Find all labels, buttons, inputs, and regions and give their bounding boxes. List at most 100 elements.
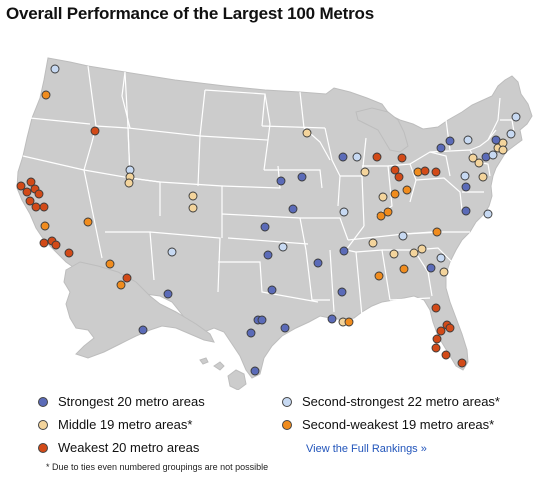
metro-marker-weakest — [39, 202, 49, 212]
metro-marker-strongest — [246, 328, 256, 338]
legend-item-middle: Middle 19 metro areas* — [38, 417, 192, 432]
legend-item-second-strongest: Second-strongest 22 metro areas* — [282, 394, 500, 409]
state-border — [124, 71, 206, 137]
metro-marker-strongest — [263, 250, 273, 260]
metro-marker-weakest — [390, 165, 400, 175]
state-border — [83, 169, 131, 179]
state-border — [500, 119, 515, 133]
metro-marker-middle — [389, 249, 399, 259]
metro-marker-weakest — [394, 172, 404, 182]
metro-marker-middle — [360, 167, 370, 177]
state-border — [29, 117, 91, 125]
metro-marker-second-strongest — [511, 112, 521, 122]
view-full-rankings-link[interactable]: View the Full Rankings » — [306, 443, 427, 455]
michigan-shape — [355, 107, 409, 153]
legend-label-weakest: Weakest 20 metro areas — [58, 440, 200, 455]
metro-marker-weakest — [122, 273, 132, 283]
metro-marker-second-strongest — [50, 64, 60, 74]
legend-swatch-second-strongest — [282, 396, 292, 407]
legend-item-weakest: Weakest 20 metro areas — [38, 440, 199, 455]
state-border — [387, 163, 417, 203]
metro-marker-strongest — [163, 289, 173, 299]
metro-marker-second-weakest — [399, 264, 409, 274]
metro-marker-middle — [474, 158, 484, 168]
state-border — [409, 151, 451, 177]
state-border — [264, 169, 323, 189]
footnote: * Due to ties even numbered groupings ar… — [46, 462, 269, 472]
metro-marker-middle — [478, 172, 488, 182]
metro-marker-second-weakest — [432, 227, 442, 237]
legend-label-second-weakest: Second-weakest 19 metro areas* — [302, 417, 495, 432]
metro-marker-strongest — [276, 176, 286, 186]
metro-marker-weakest — [31, 202, 41, 212]
legend-swatch-strongest — [38, 396, 48, 407]
map-canvas — [16, 57, 533, 390]
metro-marker-second-strongest — [167, 247, 177, 257]
metro-marker-strongest — [445, 136, 455, 146]
metro-marker-second-strongest — [460, 171, 470, 181]
legend-label-middle: Middle 19 metro areas* — [58, 417, 193, 432]
metro-marker-strongest — [338, 152, 348, 162]
metro-marker-middle — [368, 238, 378, 248]
metro-marker-second-weakest — [41, 90, 51, 100]
metro-marker-strongest — [491, 135, 501, 145]
metro-marker-weakest — [372, 152, 382, 162]
legend-label-second-strongest: Second-strongest 22 metro areas* — [302, 394, 500, 409]
metro-marker-strongest — [327, 314, 337, 324]
metro-marker-weakest — [436, 326, 446, 336]
metro-marker-middle — [124, 178, 134, 188]
hawaii-maui-shape — [213, 361, 225, 371]
state-border — [264, 93, 271, 141]
metro-marker-second-weakest — [383, 207, 393, 217]
metro-marker-weakest — [22, 187, 32, 197]
state-border — [227, 237, 309, 245]
metro-marker-second-weakest — [40, 221, 50, 231]
state-border — [487, 97, 501, 141]
metro-marker-weakest — [26, 177, 36, 187]
land-shapes — [16, 57, 533, 390]
state-border — [221, 165, 281, 189]
metro-marker-strongest — [337, 287, 347, 297]
metro-marker-second-strongest — [483, 209, 493, 219]
metro-marker-weakest — [34, 189, 44, 199]
hawaii-big-island-shape — [227, 369, 247, 390]
legend-swatch-weakest — [38, 442, 48, 453]
state-border — [261, 125, 326, 129]
metro-marker-weakest — [432, 334, 442, 344]
us-map — [0, 28, 550, 390]
metro-marker-middle — [188, 203, 198, 213]
metro-marker-strongest — [250, 366, 260, 376]
legend-item-second-weakest: Second-weakest 19 metro areas* — [282, 417, 494, 432]
metro-marker-weakest — [441, 350, 451, 360]
state-border — [382, 249, 433, 297]
state-border — [389, 297, 431, 301]
metro-marker-second-weakest — [344, 317, 354, 327]
metro-marker-second-weakest — [83, 217, 93, 227]
metro-marker-weakest — [431, 167, 441, 177]
state-border — [415, 177, 463, 211]
legend-label-strongest: Strongest 20 metro areas — [58, 394, 205, 409]
metro-marker-middle — [417, 244, 427, 254]
metro-marker-weakest — [445, 323, 455, 333]
state-border — [299, 91, 331, 161]
state-border — [218, 261, 319, 303]
metro-marker-strongest — [267, 285, 277, 295]
metro-marker-second-strongest — [463, 135, 473, 145]
metro-marker-second-strongest — [339, 207, 349, 217]
metro-marker-second-strongest — [352, 152, 362, 162]
page-title: Overall Performance of the Largest 100 M… — [6, 4, 374, 23]
state-border — [197, 135, 201, 187]
metro-marker-second-weakest — [376, 211, 386, 221]
metro-marker-strongest — [313, 258, 323, 268]
state-border — [403, 231, 470, 235]
metro-marker-weakest — [16, 181, 26, 191]
metro-marker-weakest — [431, 343, 441, 353]
metro-marker-weakest — [51, 240, 61, 250]
metro-marker-second-strongest — [506, 129, 516, 139]
metro-marker-weakest — [64, 248, 74, 258]
metro-marker-weakest — [431, 303, 441, 313]
metro-marker-second-strongest — [488, 150, 498, 160]
metro-marker-middle — [498, 145, 508, 155]
state-border — [329, 249, 335, 313]
metro-marker-second-strongest — [278, 242, 288, 252]
